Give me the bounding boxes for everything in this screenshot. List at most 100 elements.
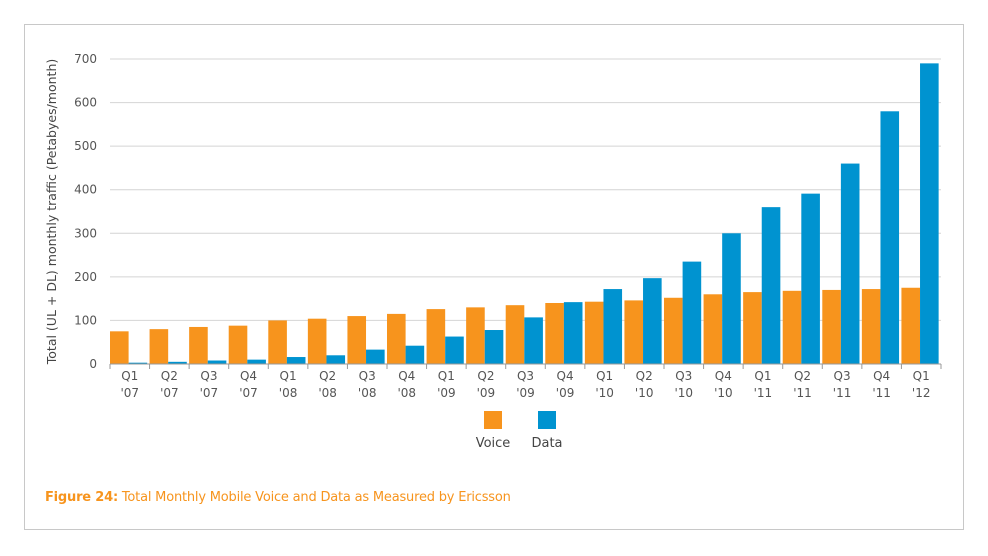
bar-data (643, 278, 662, 364)
x-tick-label-year: '07 (200, 386, 219, 400)
caption-text: Total Monthly Mobile Voice and Data as M… (117, 490, 511, 505)
bar-data (761, 207, 781, 364)
x-tick-label-quarter: Q1 (280, 369, 297, 383)
x-tick-label-quarter: Q2 (794, 369, 811, 383)
x-tick-label-year: '10 (714, 386, 733, 400)
x-tick-label-year: '07 (160, 386, 179, 400)
bar-voice (901, 287, 921, 364)
x-tick-label-quarter: Q3 (200, 369, 217, 383)
legend: Voice Data (476, 411, 563, 451)
x-tick-label-year: '10 (595, 386, 614, 400)
bar-voice (426, 309, 446, 364)
legend-label-data: Data (531, 436, 562, 451)
y-tick-label: 300 (74, 226, 97, 240)
legend-swatch-data (538, 411, 556, 429)
bar-voice (149, 329, 169, 364)
x-tick-label-quarter: Q3 (359, 369, 376, 383)
bar-data (682, 261, 702, 364)
x-tick-label-quarter: Q3 (675, 369, 692, 383)
x-tick-label-year: '09 (516, 386, 535, 400)
x-tick-label-quarter: Q2 (161, 369, 178, 383)
bar-voice (743, 292, 762, 364)
caption-label: Figure 24: (45, 490, 118, 505)
x-tick-label-year: '10 (635, 386, 654, 400)
bar-data (524, 317, 543, 364)
x-tick-label-quarter: Q4 (873, 369, 890, 383)
y-axis-label: Total (UL + DL) monthly traffic (Petabye… (44, 59, 59, 365)
x-tick-label-year: '09 (477, 386, 496, 400)
x-tick-label-quarter: Q1 (596, 369, 613, 383)
bar-data (880, 111, 900, 364)
bar-voice (347, 316, 367, 364)
y-tick-label: 500 (74, 139, 97, 153)
x-tick-label-year: '08 (318, 386, 337, 400)
x-tick-label-quarter: Q1 (913, 369, 930, 383)
x-tick-label-year: '12 (912, 386, 931, 400)
x-tick-label-year: '08 (279, 386, 298, 400)
bar-voice (268, 320, 287, 364)
x-axis-ticks: Q1 '07 Q2 '07 Q3 '07 Q4 '07 Q1 '08 Q2 '08 Q3 '08 Q4 '08… (109, 364, 942, 400)
bar-voice (584, 301, 604, 364)
y-tick-label: 600 (74, 96, 97, 110)
y-tick-label: 100 (74, 313, 97, 327)
bars (110, 63, 939, 365)
bar-voice (228, 325, 248, 364)
x-tick-label-year: '09 (437, 386, 456, 400)
x-tick-label-quarter: Q4 (715, 369, 732, 383)
bar-voice (545, 303, 564, 364)
x-tick-label-year: '07 (239, 386, 258, 400)
x-tick-label-quarter: Q1 (121, 369, 138, 383)
y-tick-label: 0 (89, 357, 97, 371)
bar-data (405, 345, 425, 364)
bar-voice (110, 331, 129, 364)
x-tick-label-year: '11 (872, 386, 891, 400)
bar-data (722, 233, 741, 364)
x-tick-label-quarter: Q2 (319, 369, 336, 383)
bar-voice (861, 289, 881, 364)
bar-voice (387, 313, 406, 364)
x-tick-label-year: '11 (754, 386, 773, 400)
x-tick-label-quarter: Q2 (636, 369, 653, 383)
bar-data (603, 289, 623, 364)
bar-voice (822, 289, 841, 364)
bar-data (326, 355, 346, 364)
bar-voice (466, 307, 485, 364)
y-tick-label: 200 (74, 270, 97, 284)
bar-voice (505, 305, 525, 364)
bar-data (207, 360, 227, 364)
legend-label-voice: Voice (476, 436, 511, 451)
x-tick-label-quarter: Q1 (754, 369, 771, 383)
x-tick-label-year: '08 (358, 386, 377, 400)
y-tick-label: 700 (74, 52, 97, 66)
x-tick-label-quarter: Q4 (240, 369, 257, 383)
bar-voice (307, 318, 327, 364)
x-tick-label-year: '11 (833, 386, 852, 400)
x-tick-label-year: '09 (556, 386, 575, 400)
x-tick-label-quarter: Q4 (557, 369, 574, 383)
x-tick-label-quarter: Q2 (477, 369, 494, 383)
x-tick-label-year: '10 (674, 386, 693, 400)
bar-voice (664, 297, 683, 364)
bar-data (286, 357, 306, 364)
bar-data (128, 362, 148, 364)
bar-data (920, 63, 939, 365)
bar-data (366, 349, 385, 364)
bar-voice (189, 326, 208, 364)
bar-voice (703, 294, 723, 364)
figure-caption: Figure 24: Total Monthly Mobile Voice an… (45, 490, 511, 505)
bar-data (168, 361, 187, 364)
bar-data (445, 336, 464, 364)
legend-swatch-voice (484, 411, 502, 429)
x-tick-label-year: '07 (120, 386, 139, 400)
x-tick-label-year: '08 (397, 386, 416, 400)
x-tick-label-quarter: Q4 (398, 369, 415, 383)
bar-data (840, 163, 860, 364)
y-axis-ticks: 0 100 200 300 400 500 600 700 (74, 52, 97, 371)
y-tick-label: 400 (74, 183, 97, 197)
x-tick-label-quarter: Q3 (834, 369, 851, 383)
x-tick-label-year: '11 (793, 386, 812, 400)
bar-data (484, 330, 504, 364)
x-tick-label-quarter: Q1 (438, 369, 455, 383)
bar-voice (782, 290, 802, 364)
